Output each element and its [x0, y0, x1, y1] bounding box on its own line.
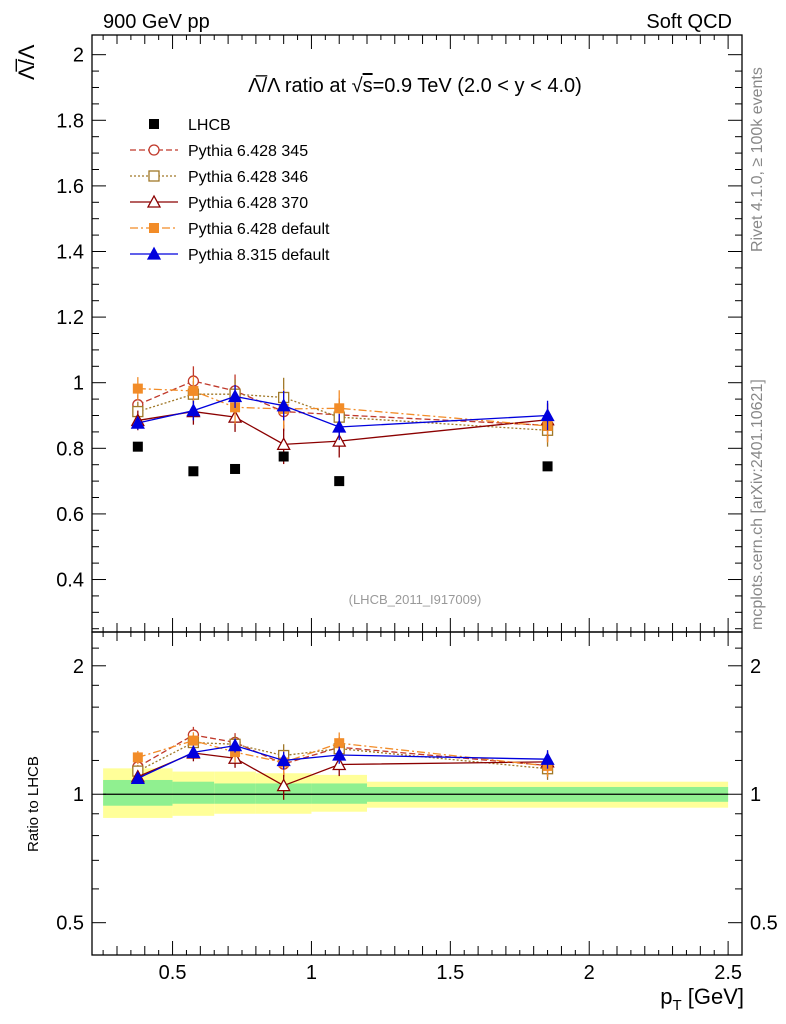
ratio-band-green: [172, 781, 215, 804]
main-y-axis-label: Λ̅/Λ: [14, 44, 39, 80]
legend-label: LHCB: [188, 117, 231, 134]
mcplots-credit-label: mcplots.cern.ch [arXiv:2401.10621]: [749, 379, 766, 630]
chart-title: Λ̅/Λ ratio at √s=0.9 TeV (2.0 < y < 4.0): [248, 74, 582, 97]
ratio-band-green: [311, 783, 367, 804]
point-lhcb: [132, 441, 143, 452]
x-tick-label: 1.5: [436, 962, 464, 984]
y-tick-label: 0.4: [56, 570, 84, 592]
legend-label: Pythia 8.315 default: [188, 247, 330, 264]
y-tick-label: 0.8: [56, 438, 84, 460]
ratio-point-p8: [227, 738, 243, 752]
ratio-line-p346: [137, 741, 548, 772]
legend-marker: [146, 246, 162, 260]
ratio-line-p8: [137, 744, 548, 779]
x-axis-label-main: p: [660, 984, 672, 1009]
ratio-band-green: [103, 779, 173, 806]
point-lhcb: [542, 461, 553, 472]
legend-marker: [148, 170, 160, 182]
legend-item-p8: Pythia 8.315 default: [130, 246, 330, 264]
header-left: 900 GeV pp: [103, 11, 210, 33]
legend-marker: [149, 119, 159, 129]
point-p8: [227, 389, 243, 403]
ratio-y-tick-label-left: 0.5: [56, 913, 84, 935]
ratio-point-p8: [332, 747, 347, 761]
ratio-point-p6def: [188, 735, 199, 746]
y-tick-label: 1: [73, 373, 84, 395]
legend-item-p370: Pythia 6.428 370: [130, 194, 308, 212]
point-p8: [332, 419, 347, 433]
point-lhcb: [188, 466, 199, 477]
legend-label: Pythia 6.428 370: [188, 195, 308, 212]
y-tick-label: 2: [73, 45, 84, 67]
legend-item-p346: Pythia 6.428 346: [130, 169, 308, 186]
ratio-point-p8: [540, 751, 555, 765]
x-tick-label: 1: [306, 962, 317, 984]
ratio-y-tick-label-left: 1: [73, 784, 84, 806]
legend-item-lhcb: LHCB: [149, 117, 231, 134]
ratio-y-tick-label-left: 2: [73, 656, 84, 678]
y-tick-label: 1.4: [56, 241, 84, 263]
series-line-p346: [137, 393, 548, 431]
rivet-version-label: Rivet 4.1.0, ≥ 100k events: [749, 67, 766, 252]
point-lhcb: [334, 476, 345, 487]
legend-label: Pythia 6.428 346: [188, 169, 308, 186]
legend-label: Pythia 6.428 default: [188, 221, 330, 238]
ratio-point-p6def: [132, 752, 143, 763]
title-s: s: [363, 75, 373, 97]
ratio-point-p370: [332, 757, 347, 771]
x-tick-label: 0.5: [159, 962, 187, 984]
analysis-tag: (LHCB_2011_I917009): [349, 592, 482, 607]
ratio-point-p8: [276, 753, 291, 767]
y-tick-label: 1.2: [56, 307, 84, 329]
legend-item-p6def: Pythia 6.428 default: [130, 221, 330, 238]
x-tick-label: 2.5: [714, 962, 742, 984]
point-p8: [130, 415, 145, 429]
legend-item-p345: Pythia 6.428 345: [130, 143, 308, 160]
point-lhcb: [278, 451, 289, 462]
point-p8: [540, 408, 555, 422]
ratio-band-green: [214, 783, 256, 804]
ratio-plot-frame: [91, 631, 743, 956]
x-axis-label: pT [GeV]: [660, 984, 744, 1014]
legend-marker: [146, 194, 162, 208]
x-tick-label: 2: [584, 962, 595, 984]
legend-marker: [149, 223, 159, 233]
title-sqrt: √: [352, 75, 363, 97]
ratio-y-tick-label-right: 1: [750, 784, 761, 806]
ratio-line-p6def: [137, 739, 548, 767]
x-axis-label-sub: T: [672, 997, 681, 1014]
ratio-point-p8: [186, 745, 201, 759]
legend-label: Pythia 6.428 345: [188, 143, 308, 160]
title-part-1: Λ̅/Λ ratio at: [248, 74, 351, 97]
point-p370: [332, 433, 347, 447]
series-line-p6def: [137, 387, 548, 427]
ratio-y-tick-label-right: 2: [750, 656, 761, 678]
point-p8: [186, 403, 201, 417]
ratio-point-p8: [130, 771, 145, 785]
ratio-point-p370: [276, 778, 291, 792]
ratio-y-axis-label: Ratio to LHCB: [25, 756, 42, 852]
point-p6def: [188, 385, 199, 396]
x-axis-label-unit: [GeV]: [682, 984, 744, 1009]
point-p370: [276, 437, 291, 451]
legend-marker: [148, 144, 160, 156]
y-tick-label: 1.6: [56, 176, 84, 198]
point-p6def: [334, 403, 345, 414]
header-right: Soft QCD: [646, 11, 732, 33]
title-part-4: =0.9 TeV (2.0 < y < 4.0): [373, 75, 582, 97]
series-line-p8: [137, 395, 548, 428]
point-lhcb: [230, 463, 241, 474]
y-tick-label: 0.6: [56, 504, 84, 526]
ratio-line-p345: [137, 734, 548, 768]
point-p8: [276, 398, 291, 412]
y-tick-label: 1.8: [56, 110, 84, 132]
ratio-y-tick-label-right: 0.5: [750, 913, 778, 935]
ratio-point-p6def: [334, 738, 345, 749]
point-p6def: [132, 383, 143, 394]
